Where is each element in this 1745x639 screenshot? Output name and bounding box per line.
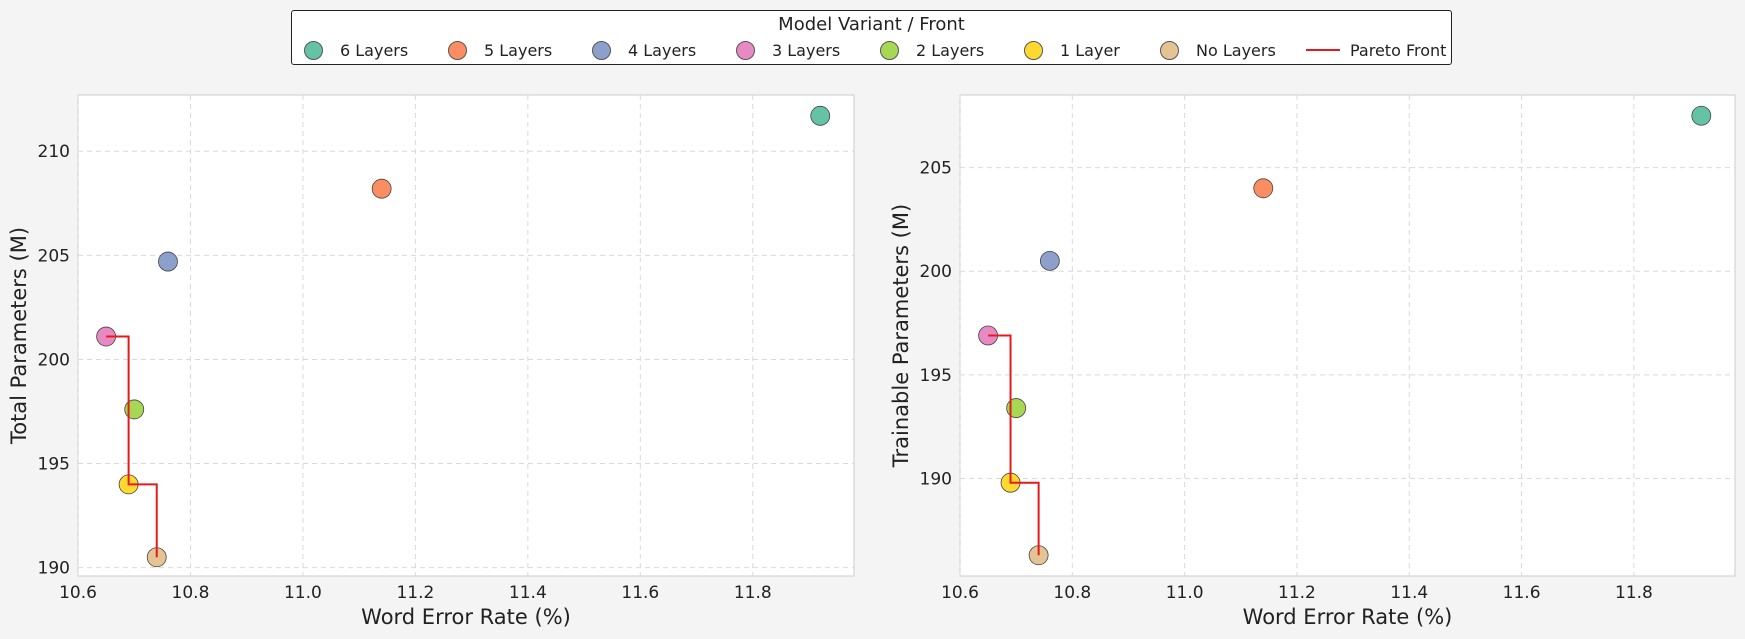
pareto-front-line	[106, 335, 158, 558]
point-4-layers	[1039, 250, 1060, 271]
legend-item-no-layers: No Layers	[1160, 40, 1276, 60]
legend-marker-no-layers	[1160, 40, 1179, 60]
point-4-layers	[158, 251, 178, 272]
x-tick-label: 10.8	[1053, 583, 1091, 603]
right-panel-trainable-parameters: 10.6 10.8 11.0 11.2 11.4 11.6 11.8 190 195 200 205…	[889, 94, 1736, 629]
legend-marker-6-layers	[304, 40, 323, 60]
y-tick-label: 200	[38, 350, 70, 370]
legend-title: Model Variant / Front	[778, 14, 965, 35]
left-panel-total-parameters: 10.6 10.8 11.0 11.2 11.4 11.6 11.8 190 195 200 205…	[7, 94, 855, 629]
legend: Model Variant / Front 6 Layers 5 Layers …	[291, 10, 1452, 65]
y-axis-label: Trainable Parameters (M)	[889, 204, 913, 468]
x-tick-label: 11.4	[1390, 583, 1428, 603]
point-6-layers	[1691, 105, 1712, 126]
x-tick-label: 11.2	[1278, 583, 1316, 603]
point-6-layers	[810, 105, 831, 126]
y-tick-label: 190	[38, 559, 70, 579]
legend-marker-5-layers	[448, 40, 467, 60]
legend-item-5-layers: 5 Layers	[448, 40, 552, 60]
x-tick-label: 11.2	[396, 583, 434, 603]
x-tick-label: 10.6	[59, 583, 97, 603]
legend-label-no-layers: No Layers	[1196, 40, 1276, 60]
legend-item-6-layers: 6 Layers	[304, 40, 408, 60]
point-5-layers	[371, 178, 392, 199]
legend-line-pareto-front	[1306, 49, 1340, 51]
y-tick-label: 190	[920, 470, 952, 490]
y-tick-label: 200	[920, 262, 952, 282]
legend-label-pareto-front: Pareto Front	[1350, 40, 1447, 60]
x-axis-label: Word Error Rate (%)	[1243, 605, 1453, 629]
legend-marker-2-layers	[880, 40, 899, 60]
legend-label-3-layers: 3 Layers	[772, 40, 841, 60]
legend-item-pareto-front: Pareto Front	[1306, 40, 1446, 60]
legend-marker-3-layers	[736, 40, 755, 60]
legend-marker-4-layers	[592, 40, 611, 60]
y-tick-label: 205	[920, 159, 952, 179]
legend-item-4-layers: 4 Layers	[592, 40, 696, 60]
legend-label-5-layers: 5 Layers	[484, 40, 553, 60]
x-axis-label: Word Error Rate (%)	[361, 605, 571, 629]
pareto-front-line	[988, 334, 1040, 556]
y-tick-label: 210	[38, 142, 70, 162]
legend-label-1-layer: 1 Layer	[1060, 40, 1120, 60]
y-tick-label: 195	[38, 455, 70, 475]
x-tick-label: 10.8	[172, 583, 210, 603]
y-tick-label: 195	[920, 366, 952, 386]
x-tick-label: 11.6	[621, 583, 659, 603]
plot-area	[959, 94, 1736, 577]
y-axis-label: Total Parameters (M)	[7, 227, 31, 445]
point-2-layers	[124, 399, 145, 420]
x-tick-label: 11.0	[1166, 583, 1204, 603]
legend-label-4-layers: 4 Layers	[628, 40, 697, 60]
x-tick-label: 11.8	[1615, 583, 1653, 603]
legend-label-2-layers: 2 Layers	[916, 40, 985, 60]
legend-marker-1-layer	[1024, 40, 1043, 60]
point-5-layers	[1253, 178, 1274, 199]
x-tick-label: 11.4	[509, 583, 547, 603]
x-tick-label: 11.6	[1503, 583, 1541, 603]
x-tick-label: 10.6	[941, 583, 979, 603]
point-2-layers	[1006, 398, 1027, 418]
legend-item-1-layer: 1 Layer	[1024, 40, 1120, 60]
plot-area	[77, 94, 855, 577]
legend-item-3-layers: 3 Layers	[736, 40, 840, 60]
x-tick-label: 11.0	[284, 583, 322, 603]
x-tick-label: 11.8	[734, 583, 772, 603]
legend-item-2-layers: 2 Layers	[880, 40, 984, 60]
y-tick-label: 205	[38, 246, 70, 266]
legend-label-6-layers: 6 Layers	[340, 40, 409, 60]
